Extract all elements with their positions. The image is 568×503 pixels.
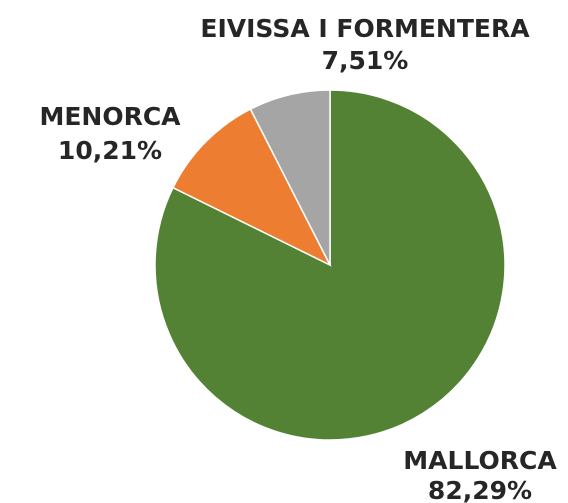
slice-value-label: 10,21% [58, 136, 162, 165]
slice-category-label: MALLORCA [403, 446, 557, 475]
slice-category-label: MENORCA [39, 102, 181, 131]
pie-slice [171, 108, 332, 267]
slice-category-label: EIVISSA I FORMENTERA [200, 14, 530, 43]
slice-value-label: 82,29% [428, 476, 532, 503]
pie-slice [249, 89, 331, 266]
slice-value-label: 7,51% [322, 46, 409, 75]
